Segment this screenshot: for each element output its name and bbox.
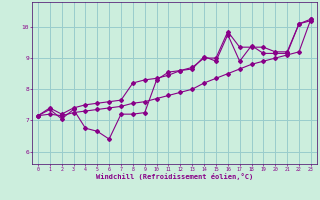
X-axis label: Windchill (Refroidissement éolien,°C): Windchill (Refroidissement éolien,°C) bbox=[96, 173, 253, 180]
